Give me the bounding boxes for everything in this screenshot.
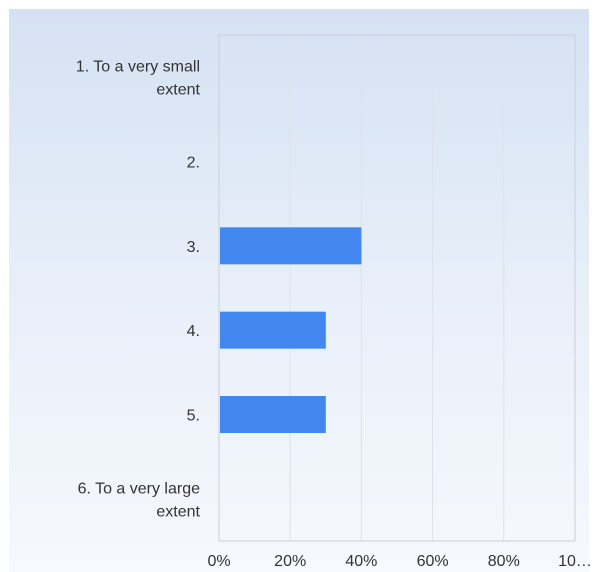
bar: [220, 396, 326, 433]
x-tick-label: 80%: [488, 553, 520, 570]
plot-frame: [218, 34, 576, 542]
x-tick-labels: 0% 20% 40% 60% 80% 10…: [207, 553, 591, 570]
category-label: 4.: [187, 323, 200, 340]
category-labels: 1. To a very small extent 2. 3. 4. 5. 6. To a …: [76, 59, 201, 521]
chart-background: [9, 9, 589, 572]
x-tick-label: 10…: [558, 553, 592, 570]
x-tick-label: 20%: [274, 553, 306, 570]
x-tick-label: 40%: [345, 553, 377, 570]
category-label: 3.: [187, 239, 200, 256]
category-label: 2.: [187, 155, 200, 172]
x-tick-label: 0%: [207, 553, 230, 570]
plot-border: [218, 34, 576, 542]
x-tick-label: 60%: [417, 553, 449, 570]
bars: [220, 227, 362, 433]
category-label: 1. To a very small extent: [76, 59, 201, 99]
category-label: 5.: [187, 408, 200, 425]
bar: [220, 311, 326, 349]
gridlines: [289, 35, 505, 541]
bar: [220, 227, 362, 265]
category-label: 6. To a very large extent: [78, 480, 201, 520]
